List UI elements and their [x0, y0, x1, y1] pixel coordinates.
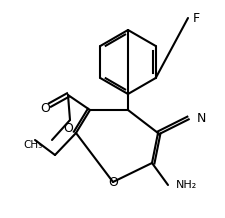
Text: NH₂: NH₂ — [175, 180, 196, 190]
Text: CH₃: CH₃ — [24, 140, 43, 150]
Text: O: O — [40, 102, 50, 114]
Text: O: O — [108, 175, 117, 189]
Text: F: F — [192, 12, 199, 24]
Text: O: O — [63, 121, 73, 135]
Text: N: N — [196, 111, 205, 124]
